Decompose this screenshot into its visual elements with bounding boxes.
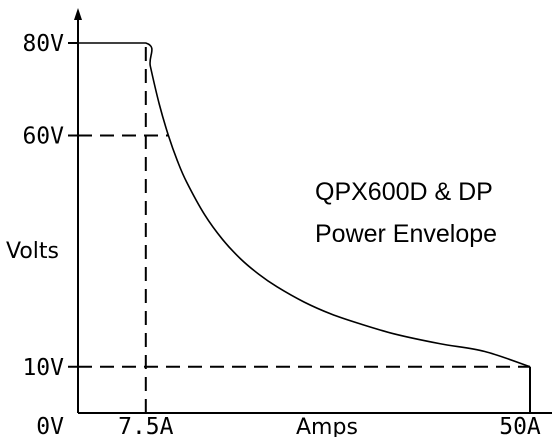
reference-lines <box>78 43 531 413</box>
x-axis-label: Amps <box>296 415 358 437</box>
x-tick-label: 50A <box>499 414 541 437</box>
y-tick-label: 0V <box>36 414 64 437</box>
y-tick-label: 60V <box>22 124 64 150</box>
series-layer <box>78 42 531 368</box>
power-envelope-line <box>78 42 531 368</box>
axes <box>74 8 552 414</box>
tick-labels: 80V 60V 10V 0V 7.5A 50A <box>22 31 540 437</box>
y-tick-label: 10V <box>22 355 64 381</box>
chart-title-line-2: Power Envelope <box>315 220 497 248</box>
chart-title-line-1: QPX600D & DP <box>315 178 493 206</box>
y-axis-label: Volts <box>6 239 59 264</box>
y-tick-label: 80V <box>22 31 64 57</box>
y-axis-arrow <box>74 8 82 20</box>
x-tick-label: 7.5A <box>118 414 174 437</box>
